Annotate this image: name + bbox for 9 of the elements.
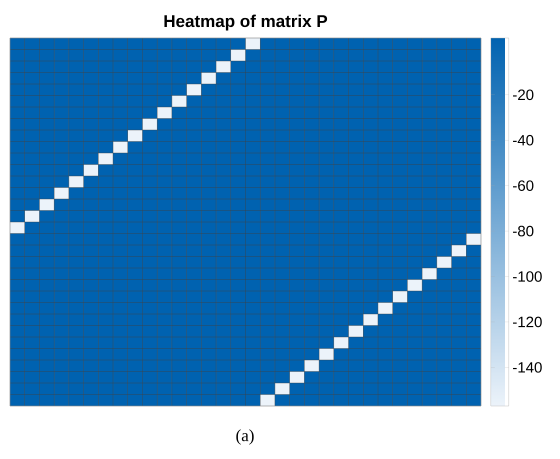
color-bar-label: -100 [513,271,542,282]
chart-title: Heatmap of matrix P [164,14,328,31]
color-bar-label: -120 [513,316,542,328]
color-bar-label: -80 [513,226,534,236]
text: (a) [236,429,254,445]
color-bar-label: -140 [513,362,542,373]
color-bar-label: -40 [513,134,534,146]
color-bar-label: -20 [513,89,534,100]
color-bar-label: -60 [513,180,534,191]
